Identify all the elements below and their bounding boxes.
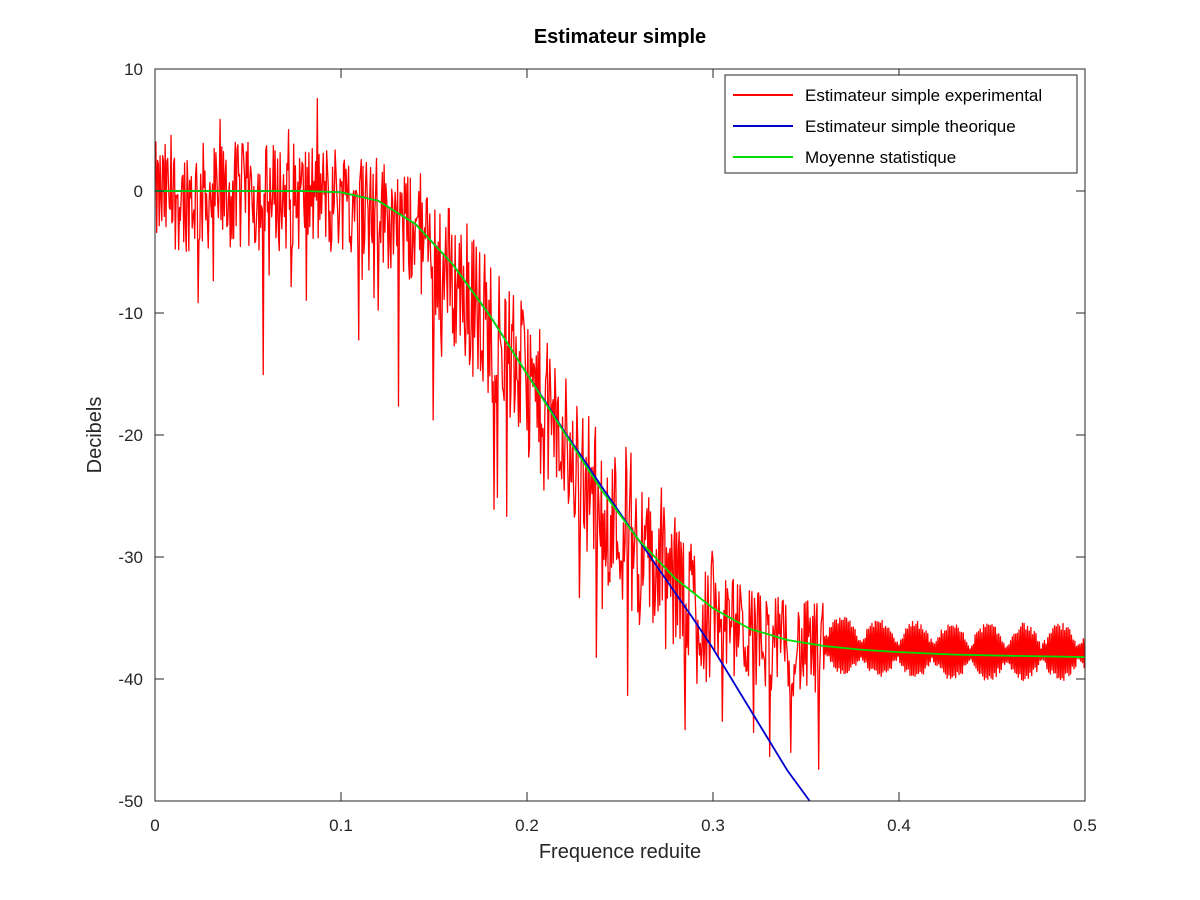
y-tick-label: 0 — [134, 182, 143, 201]
x-axis-label: Frequence reduite — [539, 841, 701, 863]
y-tick-label: -50 — [118, 792, 143, 811]
legend-entries: Estimateur simple experimental Estimateur… — [733, 86, 1042, 167]
x-tick-label: 0.3 — [701, 816, 725, 835]
chart-title: Estimateur simple — [534, 26, 706, 48]
tick-layer: 0 0.1 0.2 0.3 0.4 0.5 10 0 -10 -20 -30 -40 -50 — [118, 60, 1096, 835]
y-axis-label: Decibels — [84, 397, 106, 474]
legend-label: Estimateur simple theorique — [805, 117, 1016, 136]
x-tick-label: 0.5 — [1073, 816, 1097, 835]
y-tick-label: -20 — [118, 426, 143, 445]
series-line-3 — [155, 190, 1085, 658]
legend-label: Moyenne statistique — [805, 148, 956, 167]
y-tick-label: -30 — [118, 548, 143, 567]
legend: Estimateur simple experimental Estimateur… — [724, 74, 1078, 174]
series-line-1 — [155, 97, 1085, 770]
x-tick-label: 0.1 — [329, 816, 353, 835]
y-tick-label: -40 — [118, 670, 143, 689]
y-tick-label: 10 — [124, 60, 143, 79]
x-tick-label: 0.2 — [515, 816, 539, 835]
y-tick-label: -10 — [118, 304, 143, 323]
x-tick-label: 0.4 — [887, 816, 911, 835]
legend-label: Estimateur simple experimental — [805, 86, 1042, 105]
x-tick-label: 0 — [150, 816, 159, 835]
series-layer — [155, 97, 1085, 801]
